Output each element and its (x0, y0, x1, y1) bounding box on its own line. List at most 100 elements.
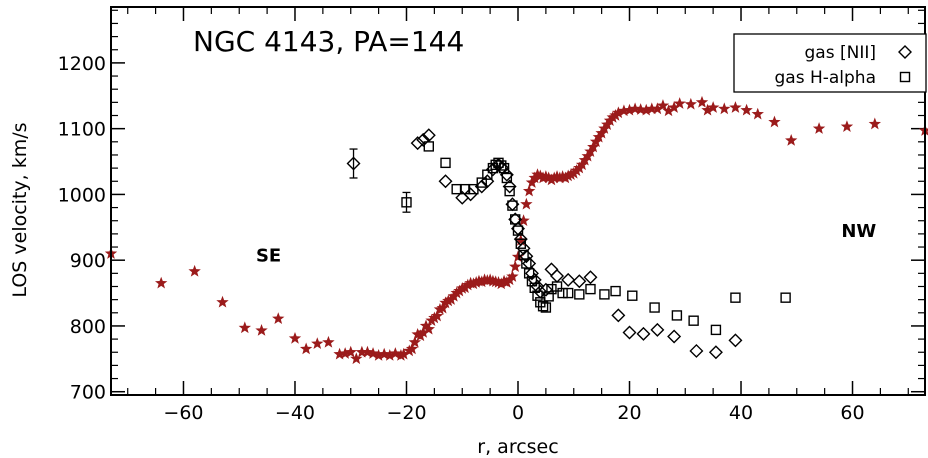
star-point (548, 171, 561, 184)
nii-point (728, 333, 743, 348)
halpha-point (496, 160, 507, 171)
star-point (408, 335, 422, 348)
star-point (475, 275, 488, 288)
nii-point (346, 156, 361, 171)
nii-point (708, 345, 723, 360)
nii-point (622, 325, 637, 340)
x-tick-label: 60 (840, 402, 864, 424)
x-tick-label: −40 (275, 402, 315, 424)
star-point (785, 134, 798, 146)
halpha-point (515, 238, 526, 249)
star-point (667, 101, 681, 113)
star-point (564, 168, 578, 180)
star-point (729, 101, 742, 113)
star-point (288, 331, 302, 344)
halpha-point (557, 287, 568, 299)
halpha-point (730, 292, 741, 303)
star-point (461, 278, 474, 291)
star-point (768, 115, 781, 128)
star-point (333, 347, 346, 360)
star-point (311, 337, 324, 349)
star-point (238, 321, 251, 334)
nii-point (636, 326, 651, 341)
halpha-point (688, 315, 699, 326)
star-point (338, 347, 352, 359)
star-point (562, 169, 575, 182)
marks-layer (104, 95, 928, 365)
star-point (684, 97, 698, 110)
annotation-se: SE (256, 246, 281, 267)
star-point (430, 309, 444, 322)
star-point (559, 171, 572, 184)
star-point (470, 276, 483, 288)
nii-point (667, 329, 682, 344)
star-point (397, 347, 410, 360)
star-point (522, 184, 536, 197)
halpha-point (493, 157, 504, 169)
x-tick-label: 40 (729, 402, 753, 424)
star-point (272, 312, 285, 324)
star-point (640, 103, 653, 116)
star-point (436, 301, 449, 314)
nii-point (516, 241, 531, 256)
nii-point (502, 179, 517, 194)
nii-point (561, 272, 576, 287)
halpha-point (521, 258, 532, 269)
y-tick-label: 1000 (58, 184, 106, 206)
star-point (419, 319, 433, 332)
nii-point (524, 266, 539, 281)
star-point (812, 122, 826, 134)
halpha-point (540, 302, 552, 313)
halpha-point (507, 200, 518, 211)
halpha-point (780, 292, 791, 303)
star-point (155, 276, 168, 289)
star-point (740, 103, 753, 116)
star-point (188, 264, 201, 277)
halpha-point (512, 225, 524, 236)
legend-box (733, 33, 927, 93)
nii-point (611, 308, 626, 323)
star-point (417, 326, 430, 338)
star-point (617, 104, 631, 117)
star-point (645, 102, 658, 115)
halpha-point (585, 283, 596, 295)
plot-frame (110, 6, 926, 396)
star-point (542, 171, 555, 184)
nii-point (650, 322, 665, 337)
star-point (840, 120, 854, 132)
legend-label-nii: gas [NII] (805, 43, 876, 63)
star-point (587, 140, 600, 153)
star-point (428, 311, 441, 324)
chart-title: NGC 4143, PA=144 (193, 25, 464, 58)
star-point (656, 99, 670, 111)
halpha-point (523, 268, 535, 279)
halpha-point (468, 183, 479, 195)
star-point (433, 303, 447, 315)
legend-square-icon (899, 71, 911, 83)
halpha-point (423, 141, 434, 152)
nii-point (538, 282, 553, 297)
star-point (355, 345, 369, 358)
halpha-point (649, 302, 660, 313)
star-point (553, 171, 566, 184)
star-point (255, 324, 268, 336)
star-point (517, 214, 530, 226)
star-point (467, 277, 480, 290)
nii-point (583, 270, 598, 285)
y-tick-label: 900 (70, 250, 106, 272)
star-point (662, 104, 675, 117)
x-tick-label: 0 (512, 402, 524, 424)
x-tick-label: −20 (386, 402, 426, 424)
legend-square-marker (899, 71, 911, 83)
y-tick-label: 1100 (58, 119, 106, 141)
halpha-point (599, 289, 610, 300)
halpha-point (537, 301, 549, 312)
star-point (536, 171, 550, 184)
legend: gas [NII] gas H-alpha (733, 33, 927, 93)
legend-diamond-icon (898, 45, 912, 59)
star-point (439, 296, 452, 309)
x-axis-label: r, arcsec (477, 436, 558, 458)
star-point (751, 107, 764, 120)
nii-point (572, 274, 587, 289)
halpha-point (440, 157, 451, 169)
